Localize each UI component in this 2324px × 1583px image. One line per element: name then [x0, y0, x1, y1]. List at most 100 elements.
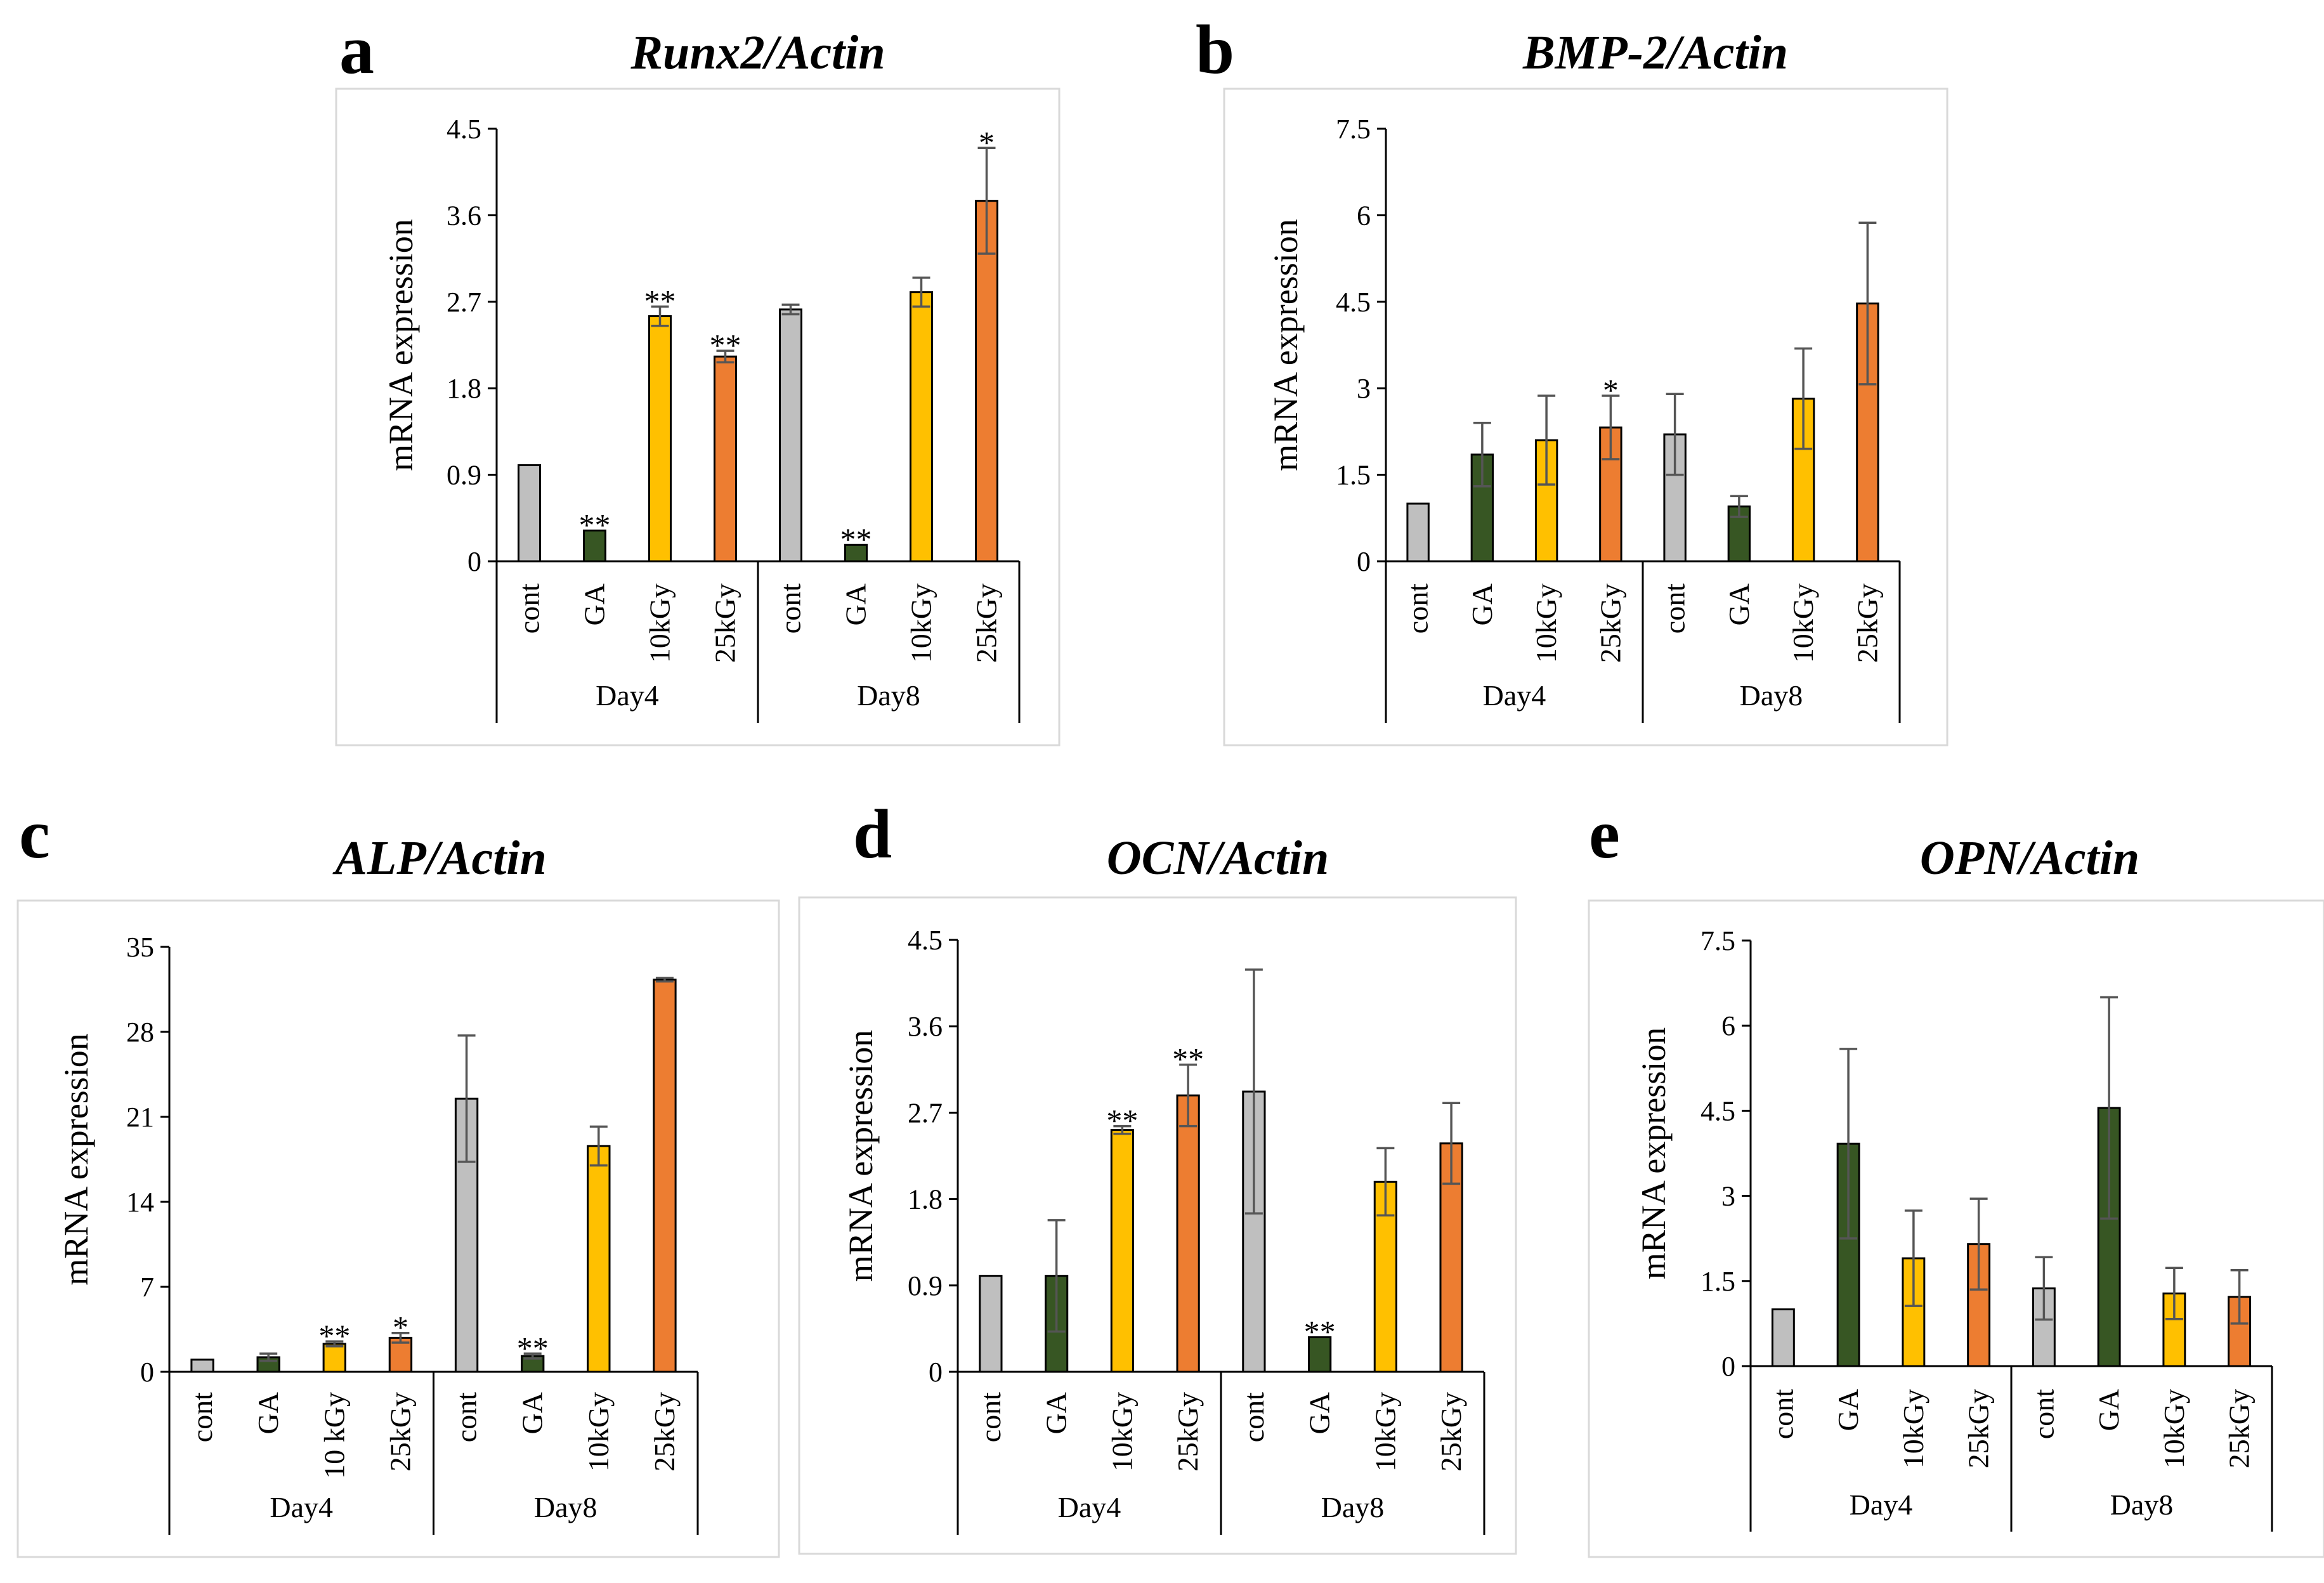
chart-b-ytick-label: 7.5 — [1336, 114, 1371, 145]
chart-a: a Runx2/Actin mRNA expression 0 0.9 1.8 2.7 3.6… — [335, 11, 1061, 746]
chart-c-significance-3: ** — [318, 1318, 350, 1353]
chart-a-category-label: GA — [840, 583, 872, 625]
chart-a-category-label: cont — [513, 583, 545, 634]
chart-e-category-label: GA — [2092, 1389, 2125, 1431]
chart-a-group-label-day4: Day4 — [596, 679, 659, 712]
chart-a-category-label: cont — [774, 583, 807, 634]
chart-b-category-label: GA — [1466, 583, 1498, 625]
chart-e-ytick-label: 1.5 — [1701, 1266, 1735, 1297]
chart-d-ytick-label: 3.6 — [908, 1011, 943, 1042]
chart-c-category-label: GA — [252, 1392, 284, 1434]
chart-b-frame — [1223, 88, 1949, 746]
chart-d-bar-6 — [1308, 1336, 1332, 1373]
chart-d: d OCN/Actin mRNA expression 0 0.9 1.8 2.7 3.6 4.… — [798, 795, 1517, 1555]
chart-b-category-label: GA — [1723, 583, 1755, 625]
chart-c-category-label: 25kGy — [648, 1392, 681, 1471]
chart-a-significance-3: ** — [644, 283, 676, 318]
chart-e-category-label: cont — [2027, 1389, 2060, 1439]
chart-b-ytick-label: 4.5 — [1336, 287, 1371, 318]
chart-d-title: OCN/Actin — [1107, 831, 1329, 885]
chart-c-ytick-label: 28 — [126, 1017, 154, 1048]
chart-a-significance-2: ** — [579, 507, 611, 543]
chart-b: b BMP-2/Actin mRNA expression 0 1.5 3 4.5 6 7.5 c… — [1196, 11, 1949, 746]
chart-d-category-label: 10kGy — [1369, 1392, 1401, 1471]
chart-a-category-label: GA — [578, 583, 611, 625]
chart-b-ytick-label: 3 — [1357, 373, 1371, 404]
chart-b-bar-1 — [1406, 502, 1430, 563]
chart-a-ytick-label: 3.6 — [447, 200, 481, 231]
chart-e: e OPN/Actin mRNA expression 0 1.5 3 4.5 6 7.5 con… — [1588, 795, 2324, 1558]
chart-d-ytick-label: 0 — [929, 1357, 943, 1388]
chart-a-group-label-day8: Day8 — [857, 679, 920, 712]
chart-a-ytick-label: 0.9 — [447, 460, 481, 491]
chart-e-ytick-label: 6 — [1721, 1010, 1735, 1041]
chart-b-category-label: cont — [1659, 583, 1691, 634]
chart-d-bar-4 — [1176, 1094, 1200, 1373]
chart-e-panel-letter: e — [1589, 795, 1620, 873]
chart-c-panel-letter: c — [19, 795, 50, 873]
chart-a-significance-4: ** — [710, 327, 741, 363]
chart-c-category-label: 10 kGy — [318, 1392, 350, 1479]
chart-c-title: ALP/Actin — [332, 831, 547, 885]
chart-d-category-label: GA — [1040, 1392, 1073, 1434]
chart-e-category-label: 10kGy — [2158, 1389, 2190, 1468]
chart-a-bar-7 — [910, 291, 933, 563]
chart-e-ytick-label: 7.5 — [1701, 925, 1735, 956]
chart-a-bar-4 — [714, 355, 737, 563]
chart-b-category-label: cont — [1402, 583, 1434, 634]
chart-c-bar-7 — [587, 1145, 611, 1373]
chart-e-ytick-label: 4.5 — [1701, 1095, 1735, 1126]
chart-b-bar-5 — [1663, 433, 1687, 563]
chart-a-panel-letter: a — [339, 11, 374, 88]
chart-e-group-label-day4: Day4 — [1850, 1489, 1913, 1521]
chart-c-category-label: cont — [450, 1392, 483, 1442]
chart-c-ytick-label: 21 — [126, 1102, 154, 1133]
chart-c-bar-8 — [653, 979, 677, 1373]
chart-a-significance-8: * — [979, 124, 995, 160]
chart-a-ytick-label: 2.7 — [447, 287, 481, 318]
chart-c-category-label: GA — [516, 1392, 549, 1434]
chart-a-bar-5 — [779, 308, 802, 563]
chart-a-ytick-label: 4.5 — [447, 114, 481, 145]
chart-a-bar-3 — [648, 315, 672, 563]
chart-e-category-label: cont — [1766, 1389, 1799, 1439]
chart-a-category-label: 25kGy — [970, 583, 1003, 663]
chart-a-bar-2 — [583, 530, 606, 563]
chart-e-ylabel: mRNA expression — [1635, 1027, 1673, 1280]
chart-c-category-label: 10kGy — [582, 1392, 615, 1471]
chart-d-significance-4: ** — [1172, 1041, 1204, 1077]
chart-d-category-label: GA — [1303, 1392, 1336, 1434]
chart-d-bar-3 — [1110, 1129, 1134, 1373]
chart-e-title: OPN/Actin — [1920, 831, 2139, 885]
chart-c-group-label-day4: Day4 — [270, 1491, 333, 1523]
chart-c-frame — [16, 899, 780, 1558]
chart-a-bar-1 — [518, 464, 541, 563]
chart-c: c ALP/Actin mRNA expression 0 7 14 21 28 35 cont G… — [16, 795, 780, 1558]
chart-d-panel-letter: d — [853, 795, 892, 873]
chart-b-category-label: 25kGy — [1594, 583, 1626, 663]
chart-b-category-label: 10kGy — [1530, 583, 1562, 663]
chart-b-significance-4: * — [1603, 372, 1619, 408]
chart-a-category-label: 25kGy — [709, 583, 741, 663]
chart-c-ytick-label: 35 — [126, 932, 154, 963]
chart-c-category-label: 25kGy — [384, 1392, 416, 1471]
chart-d-ytick-label: 2.7 — [908, 1097, 943, 1128]
chart-e-ytick-label: 0 — [1721, 1351, 1735, 1382]
chart-e-category-label: 10kGy — [1897, 1389, 1929, 1468]
chart-a-ytick-label: 1.8 — [447, 373, 481, 404]
chart-d-ylabel: mRNA expression — [842, 1030, 880, 1282]
chart-a-ylabel: mRNA expression — [382, 219, 420, 471]
chart-b-ytick-label: 0 — [1357, 546, 1371, 577]
chart-d-category-label: 25kGy — [1435, 1392, 1467, 1471]
chart-c-bar-1 — [190, 1358, 214, 1373]
chart-d-frame — [798, 896, 1517, 1555]
chart-d-category-label: 10kGy — [1106, 1392, 1138, 1471]
chart-e-category-label: 25kGy — [2223, 1389, 2255, 1468]
chart-b-ytick-label: 6 — [1357, 200, 1371, 231]
chart-a-significance-6: ** — [840, 521, 872, 557]
chart-a-title: Runx2/Actin — [630, 26, 885, 79]
chart-d-ytick-label: 0.9 — [908, 1270, 943, 1301]
chart-e-bar-1 — [1771, 1308, 1795, 1367]
chart-d-significance-3: ** — [1106, 1103, 1138, 1138]
